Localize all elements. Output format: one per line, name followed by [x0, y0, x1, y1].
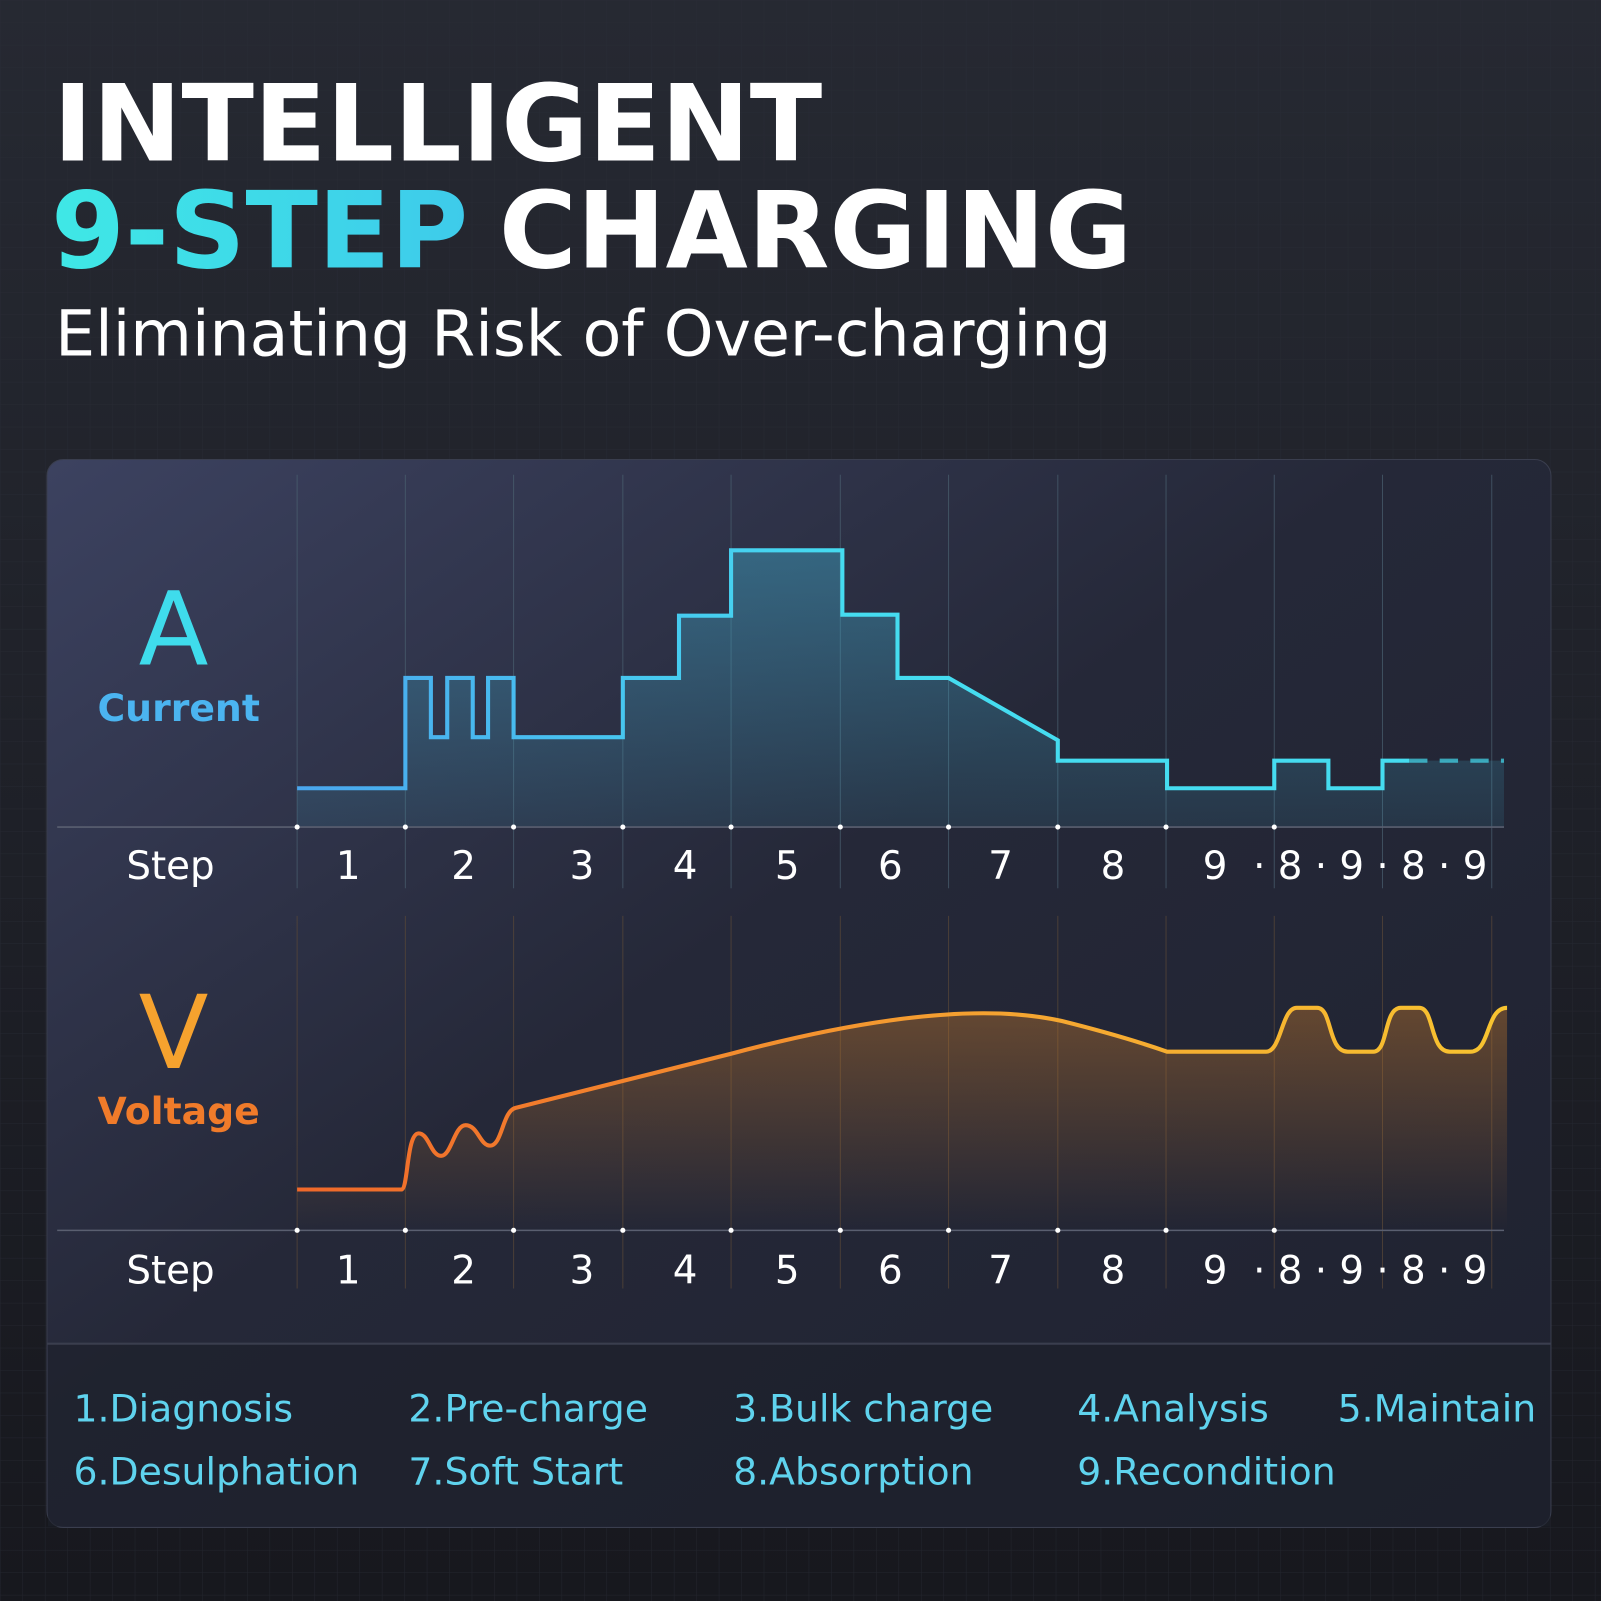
- step-dot: [402, 1227, 408, 1233]
- step-label: Step: [126, 844, 214, 889]
- voltage-label: Voltage: [98, 1089, 260, 1133]
- step-number: 1: [336, 844, 361, 889]
- step-dot: [837, 824, 843, 830]
- step-number: 9: [1203, 844, 1228, 889]
- current-line: [297, 548, 1410, 791]
- step-dot: [1055, 1227, 1061, 1233]
- voltage-area: [297, 1007, 1508, 1231]
- legend-item: 4.Analysis: [1077, 1386, 1269, 1430]
- step-dot: [1055, 824, 1061, 830]
- current-area: [297, 550, 1505, 828]
- step-number: 6: [878, 1248, 903, 1293]
- legend-item: 5.Maintain: [1338, 1386, 1537, 1430]
- legend-item: 7.Soft Start: [408, 1450, 623, 1494]
- legend-item: 1.Diagnosis: [74, 1386, 294, 1430]
- title-line1: INTELLIGENT: [53, 62, 822, 186]
- title-rest: CHARGING: [499, 170, 1132, 294]
- step-dot: [1163, 1227, 1169, 1233]
- step-dot: [402, 824, 408, 830]
- step-dot: [837, 1227, 843, 1233]
- legend-item: 8.Absorption: [733, 1450, 973, 1494]
- step-label: Step: [126, 1248, 214, 1293]
- voltage-line: [297, 1005, 1508, 1192]
- step-number: 4: [673, 844, 698, 889]
- step-dot: [945, 1227, 952, 1233]
- step-numbers: 1 2 3 4 5 6 7 8 9 · 8 · 9 · 8 · 9 1 2 3 4 5 6 7 8 9 · 8 · 9…: [294, 824, 1487, 1293]
- legend-item: 6.Desulphation: [74, 1450, 360, 1494]
- step-number: 3: [570, 844, 595, 889]
- title-highlight: 9-STEP: [51, 170, 468, 294]
- step-number: 5: [775, 844, 800, 889]
- step-dot: [294, 1227, 300, 1233]
- title-line2: 9-STEP CHARGING: [51, 170, 1132, 294]
- step-dot: [511, 1227, 517, 1233]
- step-number: 2: [451, 1248, 476, 1293]
- step-number: 8: [1101, 1248, 1126, 1293]
- current-label: Current: [97, 686, 259, 730]
- step-number: 1: [336, 1248, 361, 1293]
- step-dot: [511, 824, 517, 830]
- step-number: 4: [673, 1248, 698, 1293]
- step-number: 7: [988, 1248, 1013, 1293]
- current-symbol: A: [139, 571, 209, 690]
- step-dot: [1271, 824, 1277, 830]
- step-dot: [945, 824, 952, 830]
- step-number: 2: [451, 844, 476, 889]
- subtitle: Eliminating Risk of Over-charging: [55, 296, 1111, 370]
- legend-item: 2.Pre-charge: [408, 1386, 648, 1430]
- step-number: 6: [878, 844, 903, 889]
- step-dot: [1163, 824, 1169, 830]
- legend-panel: [47, 1343, 1550, 1527]
- step-dot: [294, 824, 300, 830]
- legend-item: 3.Bulk charge: [733, 1386, 993, 1430]
- step-number: · 8 · 9 · 8 · 9: [1253, 844, 1487, 889]
- step-number: 5: [775, 1248, 800, 1293]
- step-dot: [728, 824, 734, 830]
- step-number: 7: [988, 844, 1013, 889]
- step-number: 8: [1101, 844, 1126, 889]
- step-dot: [620, 1227, 626, 1233]
- step-number: 9: [1203, 1248, 1228, 1293]
- legend-item: 9.Recondition: [1077, 1450, 1335, 1494]
- step-dot: [1271, 1227, 1277, 1233]
- voltage-symbol: V: [139, 974, 209, 1093]
- step-dot: [728, 1227, 734, 1233]
- step-dot: [620, 824, 626, 830]
- step-number: 3: [570, 1248, 595, 1293]
- step-number: · 8 · 9 · 8 · 9: [1253, 1248, 1487, 1293]
